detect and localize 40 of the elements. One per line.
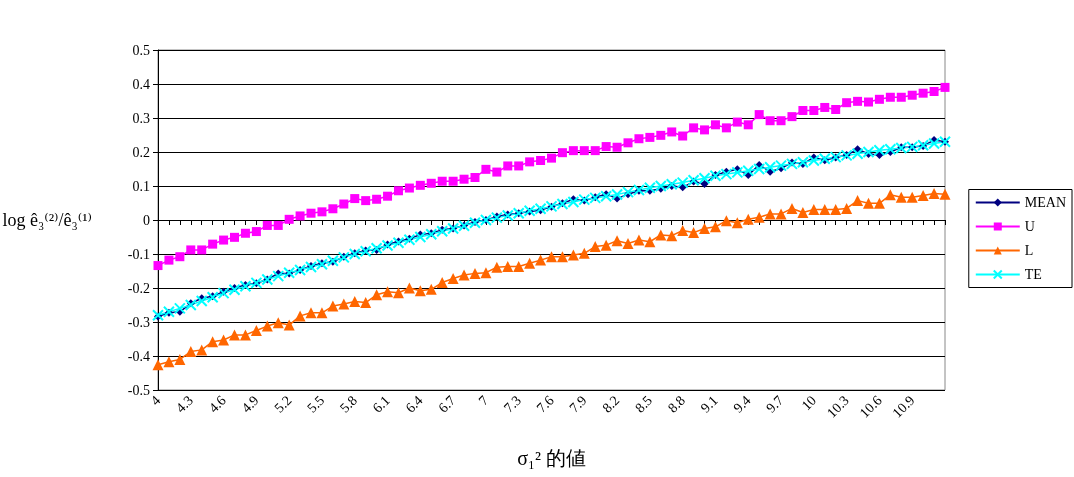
x-tick-label: 6.4 — [402, 392, 426, 416]
x-tick-label: 5.5 — [304, 392, 328, 416]
legend-label: MEAN — [1024, 195, 1067, 210]
y-tick-label: -0.4 — [127, 348, 150, 364]
x-tick-label: 9.1 — [697, 392, 721, 416]
y-tick-label: 0 — [143, 212, 150, 228]
y-tick-label: -0.5 — [127, 382, 150, 398]
x-tick-label: 6.7 — [435, 392, 459, 416]
x-tick-label: 8.8 — [665, 392, 688, 416]
x-tick-label: 10.9 — [889, 392, 918, 421]
y-tick-label: 0.4 — [132, 76, 150, 92]
x-tick-label: 4.6 — [205, 392, 229, 416]
y-axis-title: log ê₃⁽²⁾/ê₃⁽¹⁾ — [2, 210, 92, 230]
legend-label: L — [1024, 243, 1034, 258]
x-tick-label: 6.1 — [369, 392, 393, 416]
y-tick-label: 0.5 — [132, 42, 150, 58]
x-tick-label: 7 — [475, 392, 492, 409]
y-tick-label: -0.3 — [127, 314, 150, 330]
x-tick-label: 7.9 — [566, 392, 590, 416]
y-tick-label: 0.1 — [132, 178, 150, 194]
x-tick-label: 8.2 — [599, 392, 623, 416]
y-tick-label: 0.2 — [132, 144, 150, 160]
x-tick-label: 4.3 — [173, 392, 197, 416]
x-tick-label: 7.6 — [533, 392, 557, 416]
x-tick-label: 7.3 — [501, 392, 525, 416]
y-tick-label: 0.3 — [132, 110, 150, 126]
y-tick-label: -0.2 — [127, 280, 150, 296]
x-tick-label: 9.7 — [763, 392, 787, 416]
x-tick-label: 10 — [798, 392, 820, 414]
legend-label: U — [1024, 219, 1035, 234]
x-tick-label: 5.2 — [271, 392, 295, 416]
legend-label: TE — [1024, 267, 1042, 282]
x-tick-label: 8.5 — [632, 392, 656, 416]
x-tick-label: 10.3 — [824, 392, 852, 421]
x-axis-title: σ₁² 的値 — [517, 447, 586, 469]
x-tick-label: 4.9 — [238, 392, 262, 416]
x-tick-label: 10.6 — [856, 392, 885, 421]
y-tick-label: -0.1 — [127, 246, 150, 262]
x-tick-label: 5.8 — [337, 392, 361, 416]
x-tick-label: 9.4 — [730, 392, 754, 416]
